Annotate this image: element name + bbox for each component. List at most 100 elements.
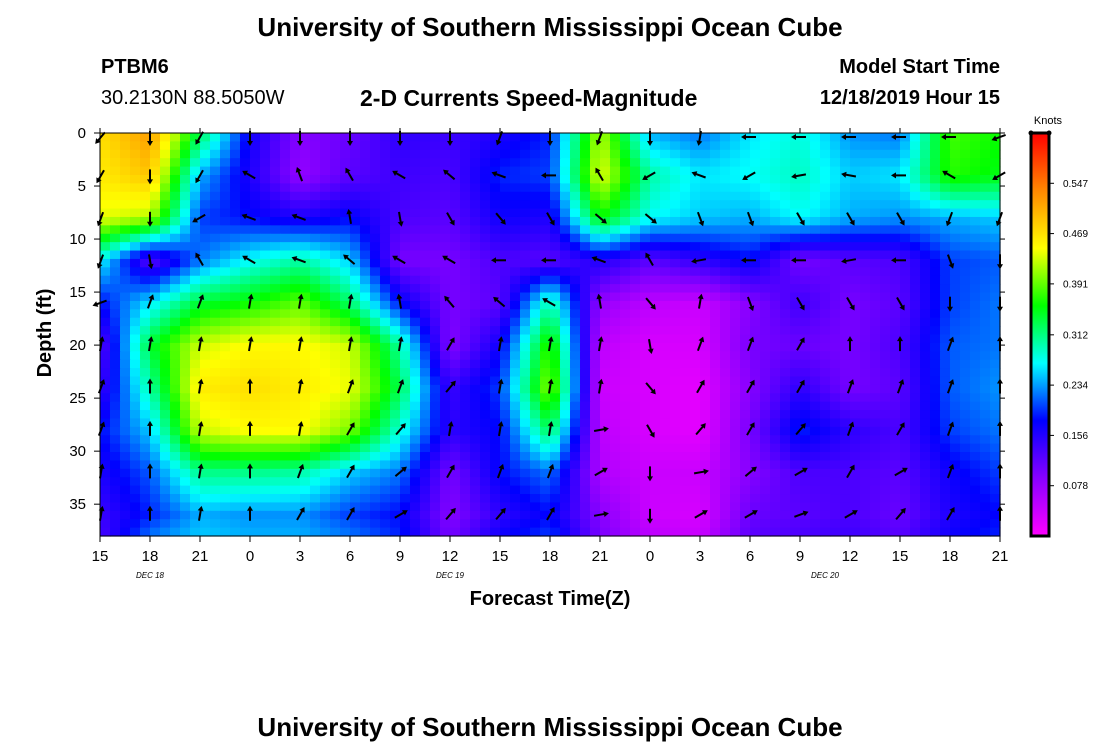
heatmap-cell (810, 258, 821, 268)
heatmap-cell (410, 133, 421, 142)
heatmap-cell (550, 191, 561, 201)
heatmap-cell (820, 384, 831, 394)
heatmap-cell (910, 174, 921, 184)
heatmap-cell (830, 158, 841, 168)
heatmap-cell (380, 191, 391, 201)
heatmap-cell (260, 326, 271, 336)
heatmap-cell (210, 317, 221, 327)
heatmap-cell (340, 233, 351, 243)
heatmap-cell (680, 267, 691, 277)
heatmap-cell (640, 309, 651, 319)
heatmap-cell (670, 292, 681, 302)
heatmap-cell (860, 242, 871, 252)
heatmap-cell (590, 317, 601, 327)
heatmap-cell (600, 502, 611, 512)
heatmap-cell (990, 485, 1001, 495)
heatmap-cell (570, 359, 581, 369)
heatmap-cell (560, 410, 571, 420)
heatmap-cell (530, 250, 541, 260)
current-vector (446, 212, 455, 226)
heatmap-cell (490, 393, 501, 403)
heatmap-cell (990, 183, 1001, 193)
heatmap-cell (350, 250, 361, 260)
heatmap-cell (380, 250, 391, 260)
heatmap-cell (500, 376, 511, 386)
heatmap-cell (880, 351, 891, 361)
heatmap-cell (740, 460, 751, 470)
heatmap-cell (810, 133, 821, 142)
heatmap-cell (500, 393, 511, 403)
heatmap-cell (120, 494, 131, 504)
heatmap-cell (670, 191, 681, 201)
heatmap-cell (340, 485, 351, 495)
heatmap-cell (470, 141, 481, 151)
heatmap-cell (720, 477, 731, 487)
heatmap-cell (370, 174, 381, 184)
heatmap-cell (220, 510, 231, 520)
current-vector (547, 421, 554, 437)
heatmap-cell (370, 384, 381, 394)
heatmap-cell (350, 376, 361, 386)
heatmap-cell (870, 292, 881, 302)
heatmap-cell (120, 384, 131, 394)
heatmap-cell (240, 342, 251, 352)
heatmap-cell (890, 477, 901, 487)
heatmap-cell (780, 393, 791, 403)
heatmap-cell (620, 267, 631, 277)
heatmap-cell (650, 233, 661, 243)
heatmap-cell (540, 317, 551, 327)
heatmap-cell (100, 200, 111, 210)
heatmap-cell (430, 477, 441, 487)
heatmap-cell (990, 368, 1001, 378)
heatmap-cell (300, 485, 311, 495)
heatmap-cell (710, 242, 721, 252)
heatmap-cell (160, 141, 171, 151)
current-vector (945, 211, 954, 227)
heatmap-cell (150, 519, 161, 529)
heatmap-cell (910, 334, 921, 344)
heatmap-cell (220, 141, 231, 151)
heatmap-cell (180, 502, 191, 512)
heatmap-cell (390, 519, 401, 529)
heatmap-cell (780, 275, 791, 285)
heatmap-cell (690, 452, 701, 462)
heatmap-cell (370, 284, 381, 294)
heatmap-cell (100, 326, 111, 336)
current-vector (547, 336, 554, 352)
heatmap-cell (100, 309, 111, 319)
heatmap-cell (340, 494, 351, 504)
heatmap-cell (220, 225, 231, 235)
heatmap-cell (730, 334, 741, 344)
heatmap-cell (740, 401, 751, 411)
heatmap-cell (650, 183, 661, 193)
heatmap-cell (540, 149, 551, 159)
heatmap-cell (770, 510, 781, 520)
heatmap-cell (430, 460, 441, 470)
heatmap-cell (380, 410, 391, 420)
heatmap-cell (440, 225, 451, 235)
heatmap-cell (420, 208, 431, 218)
heatmap-cell (920, 477, 931, 487)
heatmap-cell (930, 426, 941, 436)
heatmap-cell (230, 242, 241, 252)
heatmap-cell (460, 443, 471, 453)
heatmap-cell (570, 149, 581, 159)
heatmap-cell (690, 191, 701, 201)
heatmap-cell (530, 384, 541, 394)
heatmap-cell (990, 384, 1001, 394)
heatmap-cell (470, 309, 481, 319)
heatmap-cell (190, 225, 201, 235)
heatmap-cell (340, 452, 351, 462)
heatmap-cell (960, 527, 971, 537)
heatmap-cell (220, 284, 231, 294)
heatmap-cell (870, 334, 881, 344)
heatmap-cell (910, 275, 921, 285)
heatmap-cell (410, 292, 421, 302)
x-tick-label: 15 (892, 548, 909, 565)
current-vector (741, 134, 756, 140)
heatmap-cell (340, 334, 351, 344)
heatmap-cell (380, 309, 391, 319)
heatmap-cell (990, 141, 1001, 151)
heatmap-cell (560, 292, 571, 302)
heatmap-cell (620, 191, 631, 201)
